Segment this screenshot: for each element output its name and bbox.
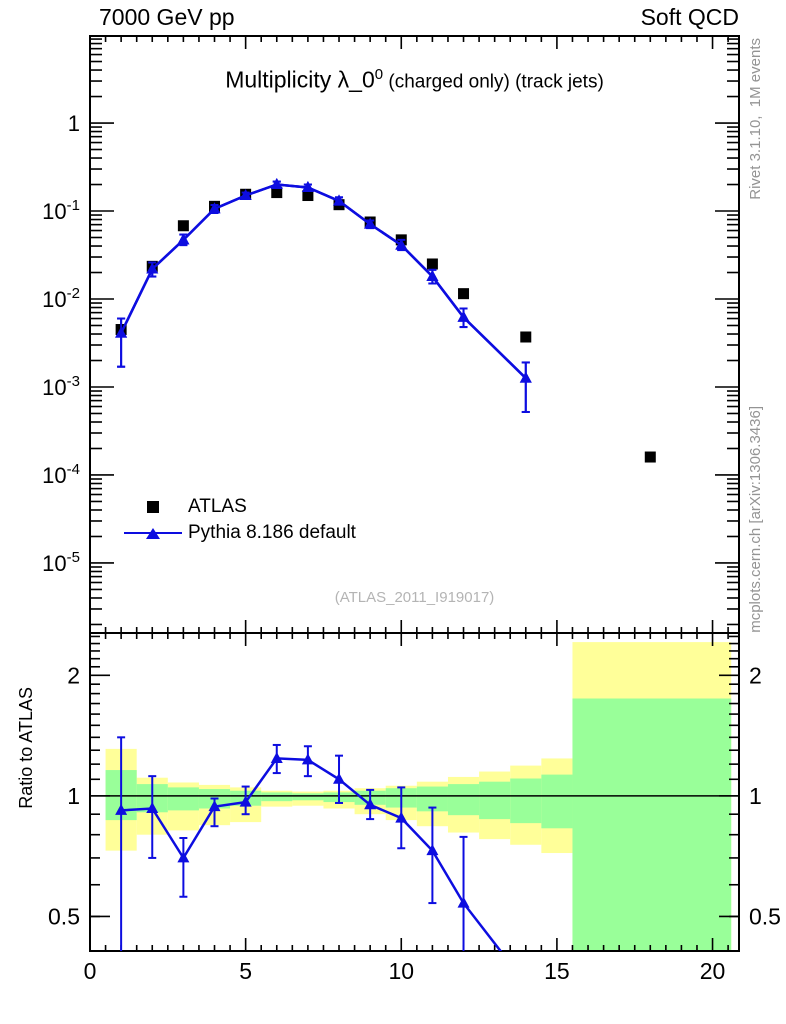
legend: ATLAS Pythia 8.186 default bbox=[122, 494, 356, 546]
mc-point-triangle bbox=[364, 798, 377, 810]
ratio-y-tick-label-left: 1 bbox=[67, 783, 80, 809]
band-inner-green bbox=[541, 774, 573, 829]
analysis-id-watermark: (ATLAS_2011_I919017) bbox=[334, 589, 495, 606]
mc-point-triangle bbox=[520, 977, 532, 988]
mcplots-credit-note: mcplots.cern.ch [arXiv:1306.3436] bbox=[747, 406, 764, 633]
plot-title: Multiplicity λ_00 (charged only) (track … bbox=[90, 66, 739, 94]
mc-point-triangle bbox=[177, 233, 190, 245]
data-point-square bbox=[302, 190, 314, 202]
mc-point-triangle bbox=[426, 844, 439, 856]
x-tick-label: 15 bbox=[544, 958, 570, 984]
ratio-y-tick-label-right: 1 bbox=[749, 783, 762, 809]
tick-labels: 0 5 10 15 20 1 10-1 10-2 10-3 10-4 10-5 0.5 0.5 1 1 2 2 bbox=[42, 111, 781, 984]
ratio-series-mc bbox=[115, 736, 532, 988]
x-tick-label: 10 bbox=[388, 958, 414, 984]
band-inner-green bbox=[292, 793, 324, 801]
x-tick-label: 5 bbox=[239, 958, 252, 984]
mc-point-triangle bbox=[301, 753, 314, 765]
mc-line bbox=[119, 183, 527, 380]
rivet-version-note: Rivet 3.1.10, 1M events bbox=[747, 38, 764, 200]
ratio-y-tick-label-left: 2 bbox=[67, 662, 80, 688]
data-point-square bbox=[177, 220, 189, 232]
x-tick-label: 0 bbox=[84, 958, 97, 984]
pythia-triangle-line-marker-icon bbox=[122, 527, 184, 539]
ratio-y-tick-label-right: 2 bbox=[749, 662, 762, 688]
mc-line bbox=[119, 183, 527, 380]
mc-point-triangle bbox=[146, 262, 159, 274]
data-point-square bbox=[458, 288, 470, 300]
band-inner-green bbox=[510, 778, 542, 824]
main-y-tick-label: 10-1 bbox=[42, 197, 80, 224]
ratio-y-tick-label-left: 0.5 bbox=[48, 903, 80, 929]
mc-point-triangle bbox=[270, 751, 283, 763]
x-tick-label: 20 bbox=[700, 958, 726, 984]
data-point-square bbox=[426, 258, 438, 270]
main-y-tick-label: 1 bbox=[68, 111, 80, 136]
main-overlay-series-mc bbox=[115, 178, 532, 413]
data-point-square bbox=[271, 187, 283, 199]
mc-point-triangle bbox=[115, 803, 128, 815]
plot-title-suffix: (charged only) (track jets) bbox=[383, 71, 604, 93]
band-inner-green bbox=[447, 784, 480, 816]
band-inner-green bbox=[261, 792, 293, 802]
data-point-square bbox=[644, 451, 656, 463]
mc-point-triangle bbox=[364, 217, 377, 229]
mc-point-triangle bbox=[457, 896, 470, 908]
main-y-tick-label: 10-5 bbox=[42, 549, 80, 576]
legend-entry-atlas: ATLAS bbox=[122, 494, 356, 520]
axis-ticks bbox=[89, 36, 739, 951]
band-inner-green bbox=[479, 781, 511, 820]
mc-point-triangle bbox=[395, 238, 408, 250]
legend-entry-pythia: Pythia 8.186 default bbox=[122, 520, 356, 546]
beam-energy-label: 7000 GeV pp bbox=[99, 4, 235, 30]
legend-label-pythia: Pythia 8.186 default bbox=[188, 522, 356, 543]
atlas-square-marker-icon bbox=[122, 501, 184, 513]
ratio-axis-title: Ratio to ATLAS bbox=[16, 687, 36, 809]
ratio-panel-frame bbox=[89, 632, 740, 952]
plot-title-main: Multiplicity λ_0 bbox=[225, 66, 375, 93]
plot-title-superscript: 0 bbox=[374, 66, 384, 83]
mc-point-triangle bbox=[426, 270, 439, 282]
mc-point-triangle bbox=[457, 310, 470, 322]
legend-label-atlas: ATLAS bbox=[188, 496, 247, 517]
mc-point-triangle bbox=[115, 326, 128, 338]
mc-point-triangle bbox=[208, 202, 221, 214]
main-y-tick-label: 10-2 bbox=[42, 285, 80, 312]
main-series-mc bbox=[115, 178, 532, 413]
mc-point-triangle bbox=[208, 800, 221, 812]
mc-point-triangle bbox=[519, 371, 532, 383]
mc-point-triangle bbox=[177, 851, 190, 863]
mc-point-triangle bbox=[270, 178, 283, 190]
process-group-label: Soft QCD bbox=[640, 4, 739, 30]
band-inner-green bbox=[167, 787, 199, 811]
mc-point-triangle bbox=[301, 181, 314, 193]
mc-point-triangle bbox=[146, 801, 159, 813]
mc-point-triangle bbox=[239, 189, 252, 201]
mc-point-triangle bbox=[333, 194, 346, 206]
band-inner-green bbox=[572, 698, 732, 951]
ratio-y-tick-label-right: 0.5 bbox=[749, 903, 781, 929]
mc-point-triangle bbox=[395, 811, 408, 823]
mc-point-triangle bbox=[333, 772, 346, 784]
data-point-square bbox=[520, 331, 532, 343]
main-y-tick-label: 10-3 bbox=[42, 373, 80, 400]
main-y-tick-label: 10-4 bbox=[42, 461, 80, 488]
mc-point-triangle bbox=[239, 795, 252, 807]
